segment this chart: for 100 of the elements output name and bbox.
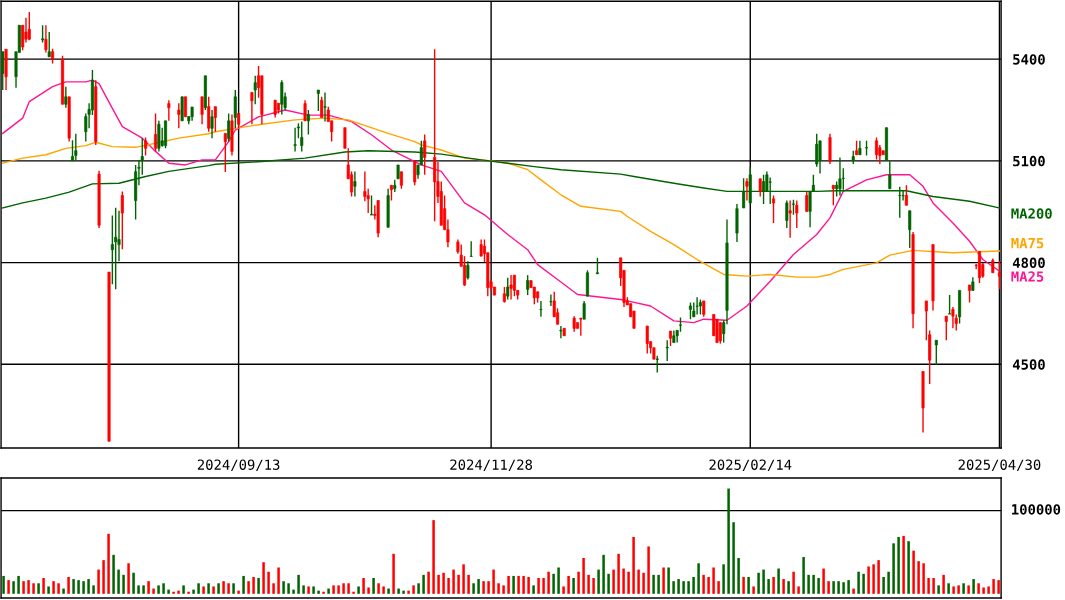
bar xyxy=(467,574,470,594)
bar xyxy=(727,488,730,594)
bar xyxy=(542,578,545,594)
bar xyxy=(817,578,820,594)
candlestick xyxy=(207,96,211,133)
candlestick xyxy=(678,316,682,333)
bar xyxy=(452,569,455,594)
bar xyxy=(557,567,560,594)
bar xyxy=(552,573,555,594)
bar xyxy=(892,543,895,594)
bar xyxy=(192,589,195,594)
bar xyxy=(622,568,625,594)
bar xyxy=(677,579,680,594)
bar xyxy=(527,576,530,594)
bar xyxy=(357,586,360,594)
bar xyxy=(237,590,240,594)
bar xyxy=(482,581,485,594)
bar xyxy=(512,575,515,594)
bar xyxy=(347,583,350,594)
bar xyxy=(962,583,965,594)
bar xyxy=(602,554,605,594)
bar xyxy=(382,586,385,594)
candlestick xyxy=(997,260,1001,291)
bar xyxy=(502,585,505,594)
bar xyxy=(322,591,325,594)
candlestick xyxy=(506,277,510,301)
candlestick xyxy=(47,31,51,58)
bar xyxy=(567,575,570,594)
candlestick xyxy=(888,160,892,190)
candlestick xyxy=(300,120,304,153)
bar xyxy=(657,574,660,594)
bar xyxy=(752,586,755,594)
candlestick xyxy=(645,325,649,355)
candlestick xyxy=(227,112,231,143)
bar xyxy=(867,566,870,594)
bar xyxy=(637,569,640,594)
bar xyxy=(2,575,5,594)
bar xyxy=(87,579,90,594)
bar xyxy=(447,578,450,594)
bar xyxy=(252,576,255,594)
bar xyxy=(147,581,150,594)
candlestick xyxy=(469,240,473,258)
bar xyxy=(117,569,120,594)
bar xyxy=(517,575,520,594)
bar xyxy=(287,583,290,594)
bar xyxy=(457,574,460,594)
candlestick xyxy=(772,194,776,224)
y-tick-label: 5400 xyxy=(1013,54,1045,65)
bar xyxy=(62,588,65,594)
candlestick xyxy=(353,170,357,198)
bar xyxy=(787,581,790,594)
bar xyxy=(412,585,415,594)
bar xyxy=(257,578,260,594)
candlestick xyxy=(27,11,31,41)
candlestick xyxy=(585,269,589,297)
candlestick xyxy=(250,91,254,125)
x-tick-label: 2025/04/30 xyxy=(958,459,1041,472)
bar xyxy=(327,588,330,594)
bar xyxy=(827,581,830,594)
candlestick xyxy=(904,184,908,206)
y-tick-label: 5100 xyxy=(1013,155,1045,167)
candlestick xyxy=(665,339,669,362)
bar xyxy=(847,580,850,594)
bar xyxy=(352,591,355,594)
bar xyxy=(32,583,35,594)
candlestick xyxy=(718,321,722,345)
candlestick xyxy=(875,136,879,161)
bar xyxy=(802,556,805,594)
bar xyxy=(922,563,925,594)
bar xyxy=(177,590,180,594)
bar xyxy=(662,567,665,594)
candlestick xyxy=(582,300,586,320)
bar xyxy=(732,522,735,594)
bar xyxy=(627,571,630,594)
bar xyxy=(297,574,300,594)
candlestick xyxy=(177,102,181,130)
bar xyxy=(912,550,915,594)
bar xyxy=(522,575,525,594)
bar xyxy=(307,586,310,594)
bar xyxy=(227,583,230,594)
bar xyxy=(107,533,110,594)
bar xyxy=(822,568,825,594)
x-tick-label: 2024/09/13 xyxy=(197,459,280,472)
bar xyxy=(757,572,760,594)
candlestick xyxy=(762,174,766,205)
y-tick-label: 4500 xyxy=(1012,359,1045,370)
bar xyxy=(302,585,305,594)
bar xyxy=(902,535,905,594)
bar xyxy=(717,581,720,594)
candlestick xyxy=(120,190,124,251)
bar xyxy=(132,572,135,594)
candlestick xyxy=(539,300,543,318)
bar xyxy=(937,585,940,594)
bar xyxy=(267,571,270,594)
bar xyxy=(562,586,565,594)
bar xyxy=(572,578,575,594)
bar xyxy=(462,564,465,594)
bar xyxy=(632,536,635,594)
bar xyxy=(317,590,320,594)
bar xyxy=(532,585,535,594)
